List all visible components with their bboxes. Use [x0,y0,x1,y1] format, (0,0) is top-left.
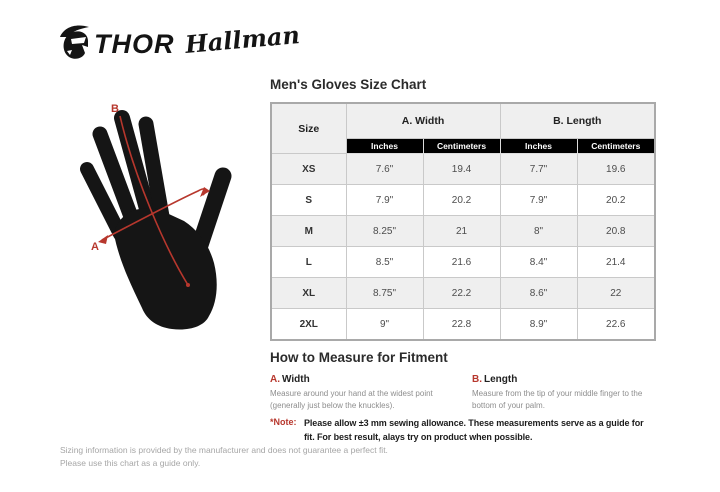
width-centimeters-cell: 20.2 [422,184,501,216]
thor-helmet-icon [58,22,92,67]
col-header-width-inches: Inches [345,138,424,154]
size-chart-title: Men's Gloves Size Chart [270,77,427,92]
length-centimeters-cell: 19.6 [576,153,656,185]
length-inches-cell: 8.9" [499,308,578,341]
thor-wordmark: THOR [94,29,175,59]
table-row-xl: XL 8.75" 22.2 8.6" 22 [270,277,656,309]
size-cell: XS [270,153,347,185]
measure-label-b: B [111,103,119,115]
measure-line-b-end-dot [186,283,190,287]
width-inches-cell: 7.6" [345,153,424,185]
fitment-length-item: B. Length Measure from the tip of your mi… [472,374,667,412]
measure-line-a-arrowhead-right [200,187,210,197]
fitment-length-letter: B. [472,374,482,385]
length-centimeters-cell: 22 [576,277,656,309]
fitment-width-letter: A. [270,374,280,385]
disclaimer-line2: Please use this chart as a guide only. [60,458,201,469]
fitment-columns: A. Width Measure around your hand at the … [270,374,670,412]
width-inches-cell: 9" [345,308,424,341]
fitment-length-description: Measure from the tip of your middle fing… [472,389,643,410]
table-row-s: S 7.9" 20.2 7.9" 20.2 [270,184,656,216]
note-label: *Note: [270,417,297,427]
size-cell: 2XL [270,308,347,341]
fitment-width-item: A. Width Measure around your hand at the … [270,374,472,412]
fitment-length-title: Length [484,374,518,385]
col-header-width-centimeters: Centimeters [422,138,501,154]
length-inches-cell: 8.4" [499,246,578,278]
size-cell: S [270,184,347,216]
col-header-length-group: B. Length [499,102,656,139]
length-centimeters-cell: 21.4 [576,246,656,278]
length-inches-cell: 7.9" [499,184,578,216]
table-row-2xl: 2XL 9" 22.8 8.9" 22.6 [270,308,656,341]
width-inches-cell: 7.9" [345,184,424,216]
sewing-allowance-note: *Note: Please allow ±3 mm sewing allowan… [270,417,656,445]
length-inches-cell: 7.7" [499,153,578,185]
hallman-wordmark: Hallman [183,20,301,59]
width-inches-cell: 8.25" [345,215,424,247]
size-cell: XL [270,277,347,309]
length-inches-cell: 8.6" [499,277,578,309]
col-header-width-group: A. Width [345,102,501,139]
col-header-length-inches: Inches [499,138,578,154]
fitment-width-description: Measure around your hand at the widest p… [270,389,433,410]
col-header-size: Size [270,102,347,154]
table-row-m: M 8.25" 21 8" 20.8 [270,215,656,247]
size-chart-table: Size A. Width B. Length Inches Centimete… [270,102,657,341]
width-centimeters-cell: 22.2 [422,277,501,309]
size-cell: L [270,246,347,278]
disclaimer-line1: Sizing information is provided by the ma… [60,445,388,455]
measure-line-b [119,115,189,286]
glove-diagram: B A [58,84,258,334]
fitment-width-title: Width [282,374,310,385]
length-inches-cell: 8" [499,215,578,247]
width-centimeters-cell: 22.8 [422,308,501,341]
note-text: Please allow ±3 mm sewing allowance. The… [304,418,644,442]
col-header-length-centimeters: Centimeters [576,138,656,154]
width-centimeters-cell: 21 [422,215,501,247]
fitment-heading: How to Measure for Fitment [270,350,448,365]
measure-label-a: A [91,241,99,253]
table-row-l: L 8.5" 21.6 8.4" 21.4 [270,246,656,278]
measure-line-a-arrowhead-left [98,235,108,244]
thor-logo: THOR [58,22,175,67]
length-centimeters-cell: 20.8 [576,215,656,247]
length-centimeters-cell: 22.6 [576,308,656,341]
length-centimeters-cell: 20.2 [576,184,656,216]
width-centimeters-cell: 19.4 [422,153,501,185]
size-cell: M [270,215,347,247]
width-inches-cell: 8.5" [345,246,424,278]
table-row-xs: XS 7.6" 19.4 7.7" 19.6 [270,153,656,185]
width-centimeters-cell: 21.6 [422,246,501,278]
width-inches-cell: 8.75" [345,277,424,309]
sizing-disclaimer: Sizing information is provided by the ma… [60,444,388,470]
